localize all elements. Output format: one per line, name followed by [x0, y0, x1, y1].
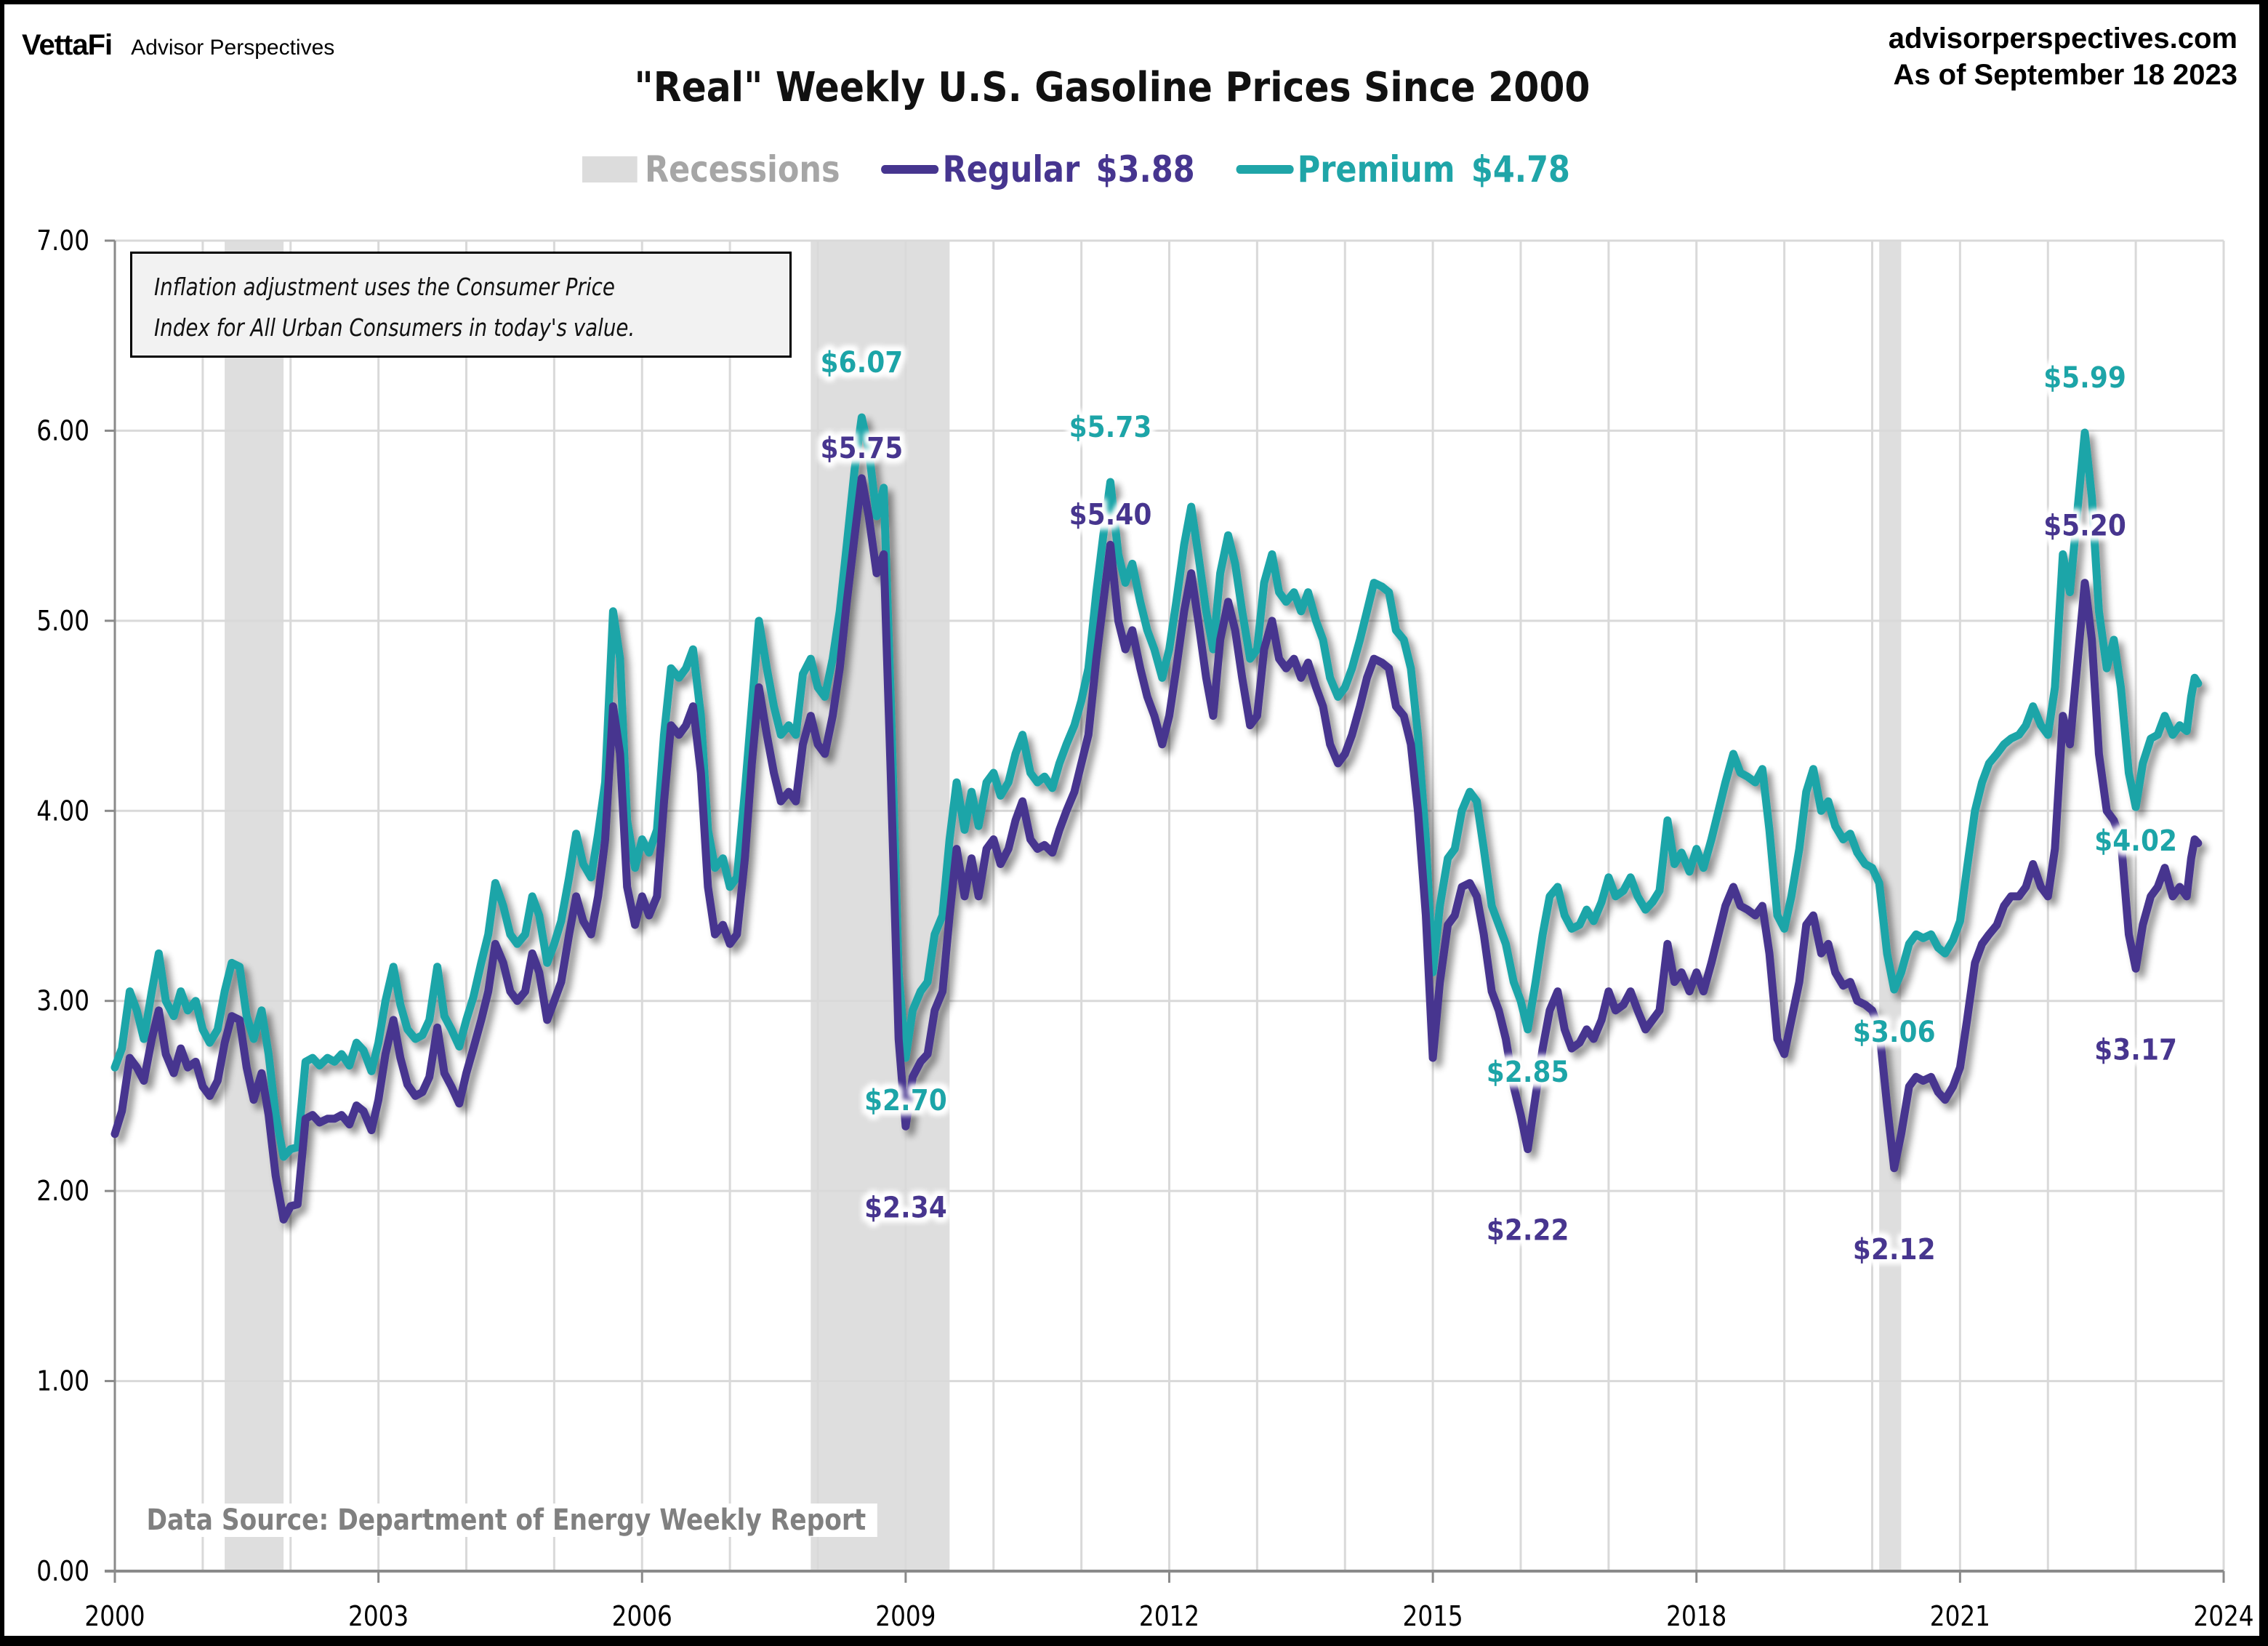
legend-value-regular: $3.88	[1095, 148, 1195, 190]
recession-bands	[225, 241, 1902, 1571]
y-tick-label: 5.00	[36, 606, 89, 638]
data-label-regular: $2.34	[864, 1190, 947, 1224]
data-label-premium: $3.06	[1853, 1015, 1936, 1048]
data-label-premium: $6.07	[821, 345, 904, 379]
inflation-note: Inflation adjustment uses the Consumer P…	[130, 252, 792, 358]
line-chart: 0.00 1.00 2.00 3.00 4.00 5.00 6.00 7.00 2000 2003…	[36, 225, 2253, 1633]
y-tick-label: 7.00	[36, 225, 89, 257]
y-tick-label: 3.00	[36, 985, 89, 1017]
data-label-regular: $2.12	[1853, 1232, 1936, 1266]
data-label-regular: $2.22	[1487, 1213, 1569, 1247]
x-tick-label: 2003	[348, 1601, 409, 1633]
note-line-1: Inflation adjustment uses the Consumer P…	[154, 273, 615, 301]
x-tick-label: 2000	[84, 1601, 145, 1633]
y-tick-label: 0.00	[36, 1556, 89, 1588]
recession-band	[811, 241, 950, 1571]
x-tick-label: 2009	[875, 1601, 936, 1633]
y-tick-label: 6.00	[36, 415, 89, 447]
x-tick-label: 2024	[2193, 1601, 2253, 1633]
legend: Recessions Regular $3.88 Premium $4.78	[582, 148, 1612, 190]
vettafi-logo: VettaFi	[22, 29, 113, 61]
gridlines	[115, 239, 2225, 1571]
y-tick-label: 4.00	[36, 795, 89, 827]
site-info: advisorperspectives.com As of September …	[1889, 20, 2237, 93]
recession-band	[225, 241, 284, 1571]
legend-item-regular: Regular $3.88	[881, 148, 1195, 190]
data-source: Data Source: Department of Energy Weekly…	[135, 1504, 877, 1537]
data-label-regular: $5.20	[2043, 509, 2126, 542]
legend-item-recessions: Recessions	[582, 148, 840, 190]
series-line-regular	[110, 474, 2203, 1224]
series-line-premium	[110, 413, 2203, 1161]
premium-line-swatch-icon	[1236, 165, 1294, 174]
regular-line-swatch-icon	[881, 165, 939, 174]
data-label-regular: $5.75	[821, 431, 904, 465]
series-lines	[110, 413, 2203, 1224]
data-label-premium: $4.02	[2094, 824, 2177, 857]
x-tick-label: 2018	[1666, 1601, 1726, 1633]
x-tick-label: 2006	[612, 1601, 672, 1633]
brand: VettaFi Advisor Perspectives	[22, 29, 334, 62]
data-label-premium: $5.73	[1069, 410, 1152, 443]
recession-swatch-icon	[582, 156, 638, 182]
note-line-2: Index for All Urban Consumers in today's…	[154, 313, 635, 342]
legend-item-premium: Premium $4.78	[1236, 148, 1570, 190]
y-tick-label: 1.00	[36, 1365, 89, 1397]
legend-label-recessions: Recessions	[645, 148, 840, 190]
data-label-premium: $5.99	[2043, 361, 2126, 394]
data-label-premium: $2.85	[1487, 1055, 1569, 1088]
brand-name: Advisor Perspectives	[131, 36, 335, 60]
legend-value-premium: $4.78	[1471, 148, 1570, 190]
site-url: advisorperspectives.com	[1888, 23, 2237, 55]
x-tick-label: 2021	[1930, 1601, 1990, 1633]
x-tick-label: 2012	[1139, 1601, 1199, 1633]
x-tick-label: 2015	[1403, 1601, 1463, 1633]
data-label-regular: $3.17	[2094, 1032, 2177, 1066]
axes: 0.00 1.00 2.00 3.00 4.00 5.00 6.00 7.00 2000 2003…	[36, 225, 2253, 1633]
y-tick-label: 2.00	[36, 1176, 89, 1208]
legend-label-premium: Premium	[1297, 148, 1455, 190]
legend-label-regular: Regular	[942, 148, 1080, 190]
chart-title: "Real" Weekly U.S. Gasoline Prices Since…	[634, 64, 1591, 111]
data-label-regular: $5.40	[1069, 497, 1152, 531]
as-of-date: As of September 18 2023	[1893, 59, 2237, 91]
data-label-premium: $2.70	[864, 1083, 947, 1117]
annotations: $6.07 $5.75 $2.70 $2.34 $5.73 $5.40 $2.85 $2.22…	[821, 345, 2178, 1266]
